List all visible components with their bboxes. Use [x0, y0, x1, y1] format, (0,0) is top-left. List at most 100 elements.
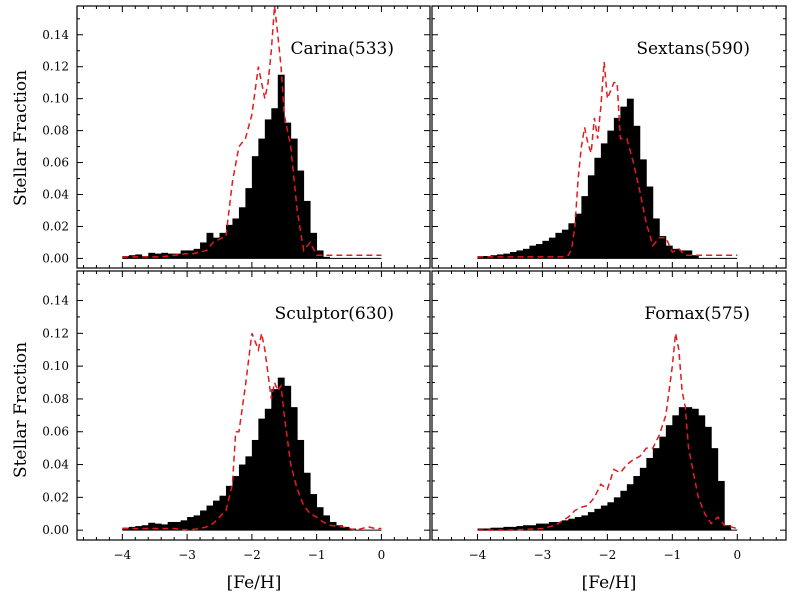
y-tick-label: 0.04 [42, 458, 69, 472]
histogram-bar [535, 523, 543, 531]
panel-fornax: −4 −3 −2 −1 0 Fornax(575) [431, 270, 787, 562]
histogram-bar [303, 200, 311, 259]
histogram-bar [290, 138, 298, 259]
histogram-bar [238, 207, 246, 259]
histogram-bar [148, 522, 156, 531]
histogram-bar [633, 476, 641, 531]
histogram-bar [277, 74, 285, 259]
histogram-bar [232, 476, 240, 531]
x-tick-label: −4 [469, 548, 487, 562]
histogram-bar [548, 237, 556, 259]
histogram-bar [180, 520, 188, 531]
histogram-bar [633, 125, 641, 259]
x-tick-label: −2 [243, 548, 261, 562]
histogram-bar [161, 524, 169, 531]
histogram-bar [522, 525, 530, 531]
histogram-bar [581, 196, 589, 259]
histogram-bar [503, 253, 511, 259]
x-tick-label: 0 [733, 548, 741, 562]
histogram-bar [323, 515, 331, 531]
histogram-bar [600, 505, 608, 531]
panel-title: Sculptor(630) [275, 304, 394, 324]
histogram-bar [128, 526, 136, 531]
histogram-bar [672, 415, 680, 531]
histogram-bar [600, 143, 608, 259]
histogram-bar [652, 218, 660, 259]
histogram-bar [594, 157, 602, 259]
y-tick-label: 0.02 [42, 219, 69, 233]
axes-frame [76, 270, 431, 541]
histogram-bar [477, 528, 485, 531]
x-tick-label: −4 [113, 548, 131, 562]
histogram-bar [251, 156, 259, 259]
histogram-bar [174, 253, 182, 259]
histogram-bar [342, 526, 350, 531]
y-axis-title-top: Stellar Fraction [11, 70, 31, 206]
histogram-bar [659, 436, 667, 531]
histogram-bar [141, 525, 149, 531]
histogram-bar [652, 448, 660, 531]
histogram-bar [206, 505, 214, 531]
histogram-bar [154, 523, 162, 531]
model-line [477, 61, 738, 258]
histogram-bar [213, 500, 220, 531]
y-tick-label: 0.04 [42, 188, 69, 202]
histogram-bar [219, 232, 227, 259]
histogram-bar [297, 170, 305, 259]
histogram-bar [290, 407, 298, 531]
histogram-bar [626, 484, 634, 531]
histogram-bar [264, 408, 272, 531]
histogram-bar [639, 467, 647, 531]
histogram-bar [620, 106, 628, 259]
axes-frame [76, 5, 431, 269]
histogram-bar [503, 526, 511, 531]
histogram-bar [271, 108, 279, 259]
histogram-bar [128, 255, 136, 259]
histogram-bar [542, 523, 550, 531]
x-tick-label: −3 [178, 548, 196, 562]
y-tick-label: 0.12 [42, 60, 69, 74]
histogram-bar [568, 223, 576, 259]
y-tick-label: 0.06 [42, 156, 69, 170]
panel-carina: 0.00 0.02 0.04 0.06 0.08 0.10 0.12 0.14 Carina(5… [42, 5, 431, 269]
y-tick-label: 0.08 [42, 124, 69, 138]
model-line [122, 333, 382, 531]
histogram-bar [698, 415, 706, 531]
histogram-bar [561, 520, 569, 531]
axes-frame [431, 270, 787, 541]
histogram-bar [277, 377, 285, 531]
histogram-bar [522, 248, 530, 259]
histogram-bar [232, 218, 240, 259]
histogram-bar [659, 236, 667, 259]
histogram-bar [251, 439, 259, 531]
histogram-bar [303, 472, 311, 531]
histogram-bar [284, 122, 292, 259]
histogram-bar [555, 232, 563, 259]
y-tick-label: 0.02 [42, 490, 69, 504]
histogram-bar [724, 525, 732, 531]
histogram-bar [516, 250, 524, 259]
x-tick-label: −3 [534, 548, 552, 562]
y-tick-label: 0.12 [42, 326, 69, 340]
histogram-bar [187, 250, 194, 259]
histogram-bar [174, 521, 182, 531]
y-tick-label: 0.00 [42, 523, 69, 537]
histogram-bar [613, 497, 621, 531]
histogram-bar [685, 250, 693, 259]
histogram-bar [200, 510, 207, 531]
y-tick-label: 0.08 [42, 392, 69, 406]
histogram-bar [587, 512, 595, 531]
histogram-bar [336, 525, 343, 531]
histogram-bar [535, 244, 543, 259]
histogram-bar [490, 527, 498, 531]
y-tick-label: 0.10 [42, 359, 69, 373]
y-tick-label: 0.14 [42, 294, 69, 308]
histogram-bar [167, 521, 175, 531]
histogram-bar [297, 439, 305, 531]
histogram-bar [245, 188, 253, 259]
y-tick-label: 0.06 [42, 425, 69, 439]
histogram-bar [678, 407, 686, 531]
histogram-bar [568, 518, 576, 531]
model-line [122, 5, 382, 258]
